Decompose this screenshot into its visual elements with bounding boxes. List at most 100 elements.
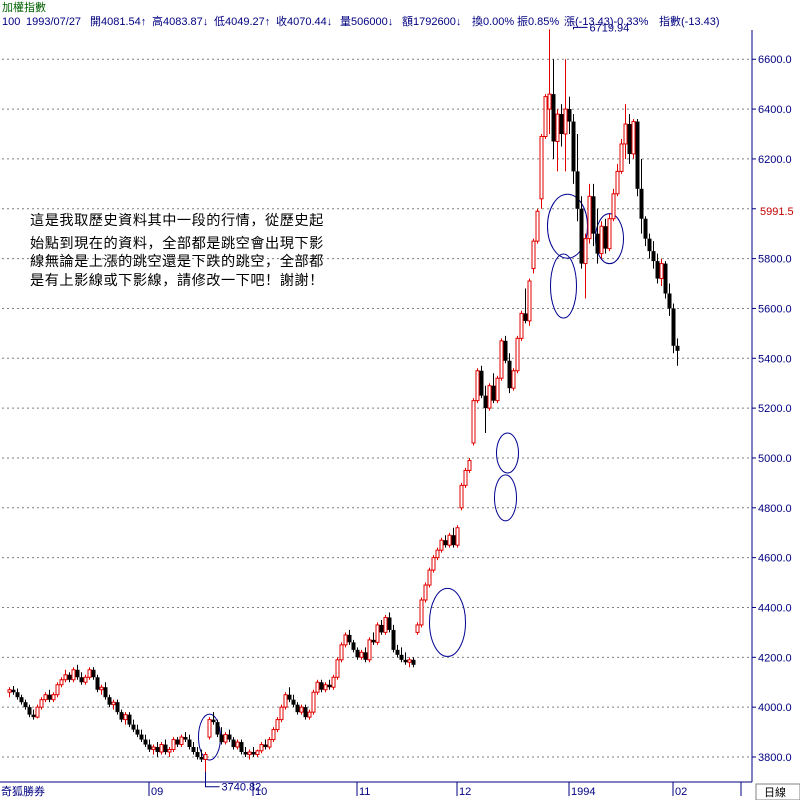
candle <box>303 704 308 720</box>
annotation-leader <box>205 771 220 788</box>
candle <box>227 729 232 743</box>
candle <box>35 704 40 719</box>
candle <box>455 525 460 548</box>
candle <box>307 709 312 720</box>
candle-body <box>543 96 548 137</box>
candle <box>31 709 36 720</box>
candle <box>375 622 380 645</box>
candle <box>435 547 440 561</box>
candle-body <box>439 539 444 551</box>
candle <box>235 739 240 750</box>
candle <box>627 114 632 164</box>
candle-body <box>263 744 268 748</box>
candle <box>47 689 52 703</box>
candle <box>259 742 264 754</box>
candle-body <box>443 540 448 546</box>
candle-body <box>587 195 592 240</box>
candle <box>191 742 196 755</box>
candle-body <box>507 360 512 389</box>
candle <box>63 669 68 683</box>
candle-body <box>639 188 644 219</box>
candle-body <box>135 729 140 735</box>
candle-body <box>643 218 648 239</box>
candle-body <box>399 654 404 660</box>
candle-body <box>623 123 628 145</box>
candle-body <box>355 649 360 658</box>
candle-body <box>71 669 76 681</box>
candle-body <box>159 744 164 753</box>
candle <box>39 697 44 710</box>
candle-body <box>567 109 572 122</box>
candle <box>43 692 48 703</box>
max-annotation: 6719.94 <box>590 22 630 34</box>
current-price-marker <box>756 202 800 219</box>
candle <box>391 624 396 653</box>
candle-body <box>459 484 464 509</box>
candle-body <box>199 757 204 760</box>
candle <box>219 727 224 745</box>
candle-body <box>59 679 64 686</box>
candle-body <box>143 739 148 745</box>
x-tick-label: 10 <box>255 786 267 798</box>
candles <box>7 29 680 772</box>
candle-body <box>67 674 72 680</box>
candle-body <box>279 706 284 721</box>
y-tick-label: 5800.0 <box>758 254 792 266</box>
candle <box>211 712 216 725</box>
candle-body <box>551 94 556 142</box>
candle-body <box>615 170 620 195</box>
candle <box>531 238 536 274</box>
candle <box>295 702 300 715</box>
candle <box>55 682 60 698</box>
y-tick-label: 5400.0 <box>758 353 792 365</box>
candle <box>411 657 416 668</box>
candle-body <box>83 676 88 683</box>
candle <box>183 732 188 743</box>
candle-body <box>647 238 652 252</box>
candle <box>187 734 192 750</box>
candle <box>647 233 652 259</box>
period-button-label[interactable]: 日線 <box>764 785 786 799</box>
candle-body <box>35 706 40 718</box>
candle <box>651 241 656 269</box>
candle-body <box>395 649 400 655</box>
candle-body <box>475 370 480 402</box>
candle-body <box>103 687 108 698</box>
y-tick-label: 6600.0 <box>758 54 792 66</box>
candle-body <box>583 238 588 265</box>
candle <box>503 335 508 364</box>
candle <box>483 385 488 434</box>
candle <box>23 699 28 710</box>
candle <box>491 373 496 404</box>
candle <box>119 709 124 723</box>
candle-body <box>247 751 252 756</box>
extreme-annotations: 6719.94 3740.82 <box>205 22 630 794</box>
quote-field: 高4083.87↓ <box>152 14 208 28</box>
candle <box>615 163 620 197</box>
candle-body <box>579 208 584 264</box>
candle-body <box>195 752 200 757</box>
candle-body <box>503 340 508 361</box>
candle-body <box>39 699 44 708</box>
candle-body <box>31 714 36 718</box>
candle-body <box>379 624 384 633</box>
candle <box>663 261 668 299</box>
note-line-4: 是有上影線或下影線，請修改一下吧！謝謝！ <box>30 273 324 289</box>
candle-body <box>531 240 536 270</box>
y-tick-label: 5000.0 <box>758 453 792 465</box>
candle-body <box>499 340 504 379</box>
candle-body <box>23 702 28 708</box>
quote-field: 收4070.44↓ <box>276 14 332 28</box>
candle-body <box>331 676 336 688</box>
candle-body <box>555 113 560 142</box>
highlight-circle <box>429 587 466 657</box>
note-line-3: 線無論是上漲的跳空還是下跌的跳空，全部都 <box>30 253 324 270</box>
candle-body <box>291 699 296 705</box>
candle <box>547 29 552 134</box>
candle-body <box>327 684 332 688</box>
candle-body <box>607 218 612 250</box>
y-tick-label: 5200.0 <box>758 403 792 415</box>
candle-body <box>435 549 440 559</box>
chart-title: 加權指數 <box>2 0 46 14</box>
candle <box>607 213 612 252</box>
